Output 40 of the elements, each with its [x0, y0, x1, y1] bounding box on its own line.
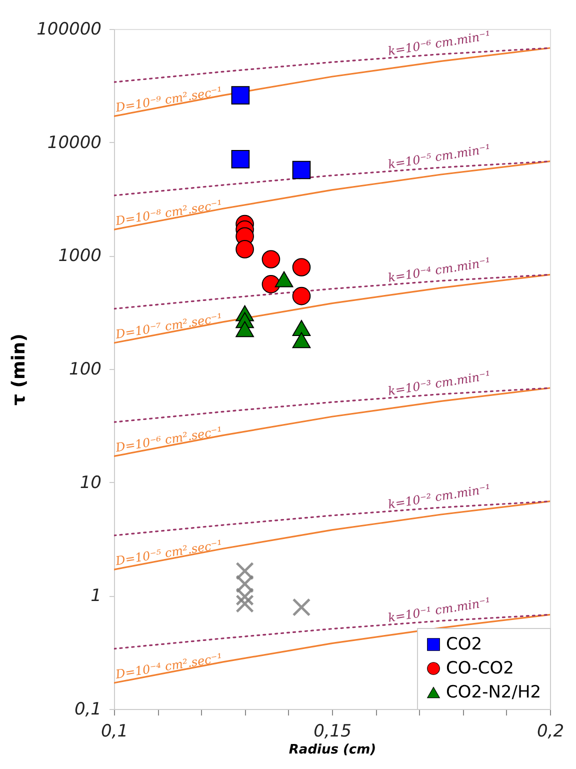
- point: [292, 332, 311, 348]
- point: [262, 275, 280, 294]
- y-axis-title: τ (min): [8, 334, 30, 406]
- point: [236, 240, 254, 258]
- y-tick-label: 0,1: [74, 700, 102, 720]
- y-tick-label: 100: [69, 360, 102, 380]
- text: D=10⁻⁵ cm².sec⁻¹: [114, 537, 224, 568]
- point: [262, 250, 280, 268]
- y-tick-label: 1000: [58, 246, 102, 266]
- y-tick-label: 1: [90, 586, 102, 606]
- x-tick-label: 0,1: [100, 722, 128, 742]
- text: k=10⁻⁵ cm.min⁻¹: [387, 142, 492, 172]
- legend-label: CO2-N2/H2: [446, 682, 542, 702]
- x-axis-title: Radius (cm): [288, 742, 376, 758]
- point: [236, 321, 254, 338]
- point: [292, 258, 311, 276]
- text: k=10⁻³ cm.min⁻¹: [387, 368, 492, 398]
- text: k=10⁻² cm.min⁻¹: [387, 482, 492, 512]
- point: [292, 320, 311, 336]
- legend-label: CO-CO2: [446, 658, 514, 678]
- point: [292, 286, 311, 306]
- point: [274, 271, 294, 288]
- text: D=10⁻⁸ cm².sec⁻¹: [114, 197, 224, 228]
- x-tick-label: 0,15: [314, 722, 352, 742]
- text: k=10⁻⁴ cm.min⁻¹: [387, 254, 492, 285]
- text: k=10⁻¹ cm.min⁻¹: [387, 594, 492, 625]
- legend-label: CO2: [446, 634, 482, 654]
- point: [292, 160, 311, 180]
- point: [231, 86, 250, 104]
- text: D=10⁻⁴ cm².sec⁻¹: [114, 650, 224, 682]
- text: D=10⁻⁹ cm².sec⁻¹: [114, 84, 224, 115]
- y-tick-label: 100000: [36, 20, 102, 40]
- text: D=10⁻⁷ cm².sec⁻¹: [114, 310, 224, 342]
- y-tick-label: 10000: [47, 132, 102, 153]
- y-tick-label: 10: [80, 472, 102, 493]
- x-tick-label: 0,2: [536, 722, 564, 742]
- text: D=10⁻⁶ cm².sec⁻¹: [114, 424, 224, 455]
- text: k=10⁻⁶ cm.min⁻¹: [387, 28, 492, 58]
- point: [292, 598, 311, 616]
- point: [231, 150, 250, 168]
